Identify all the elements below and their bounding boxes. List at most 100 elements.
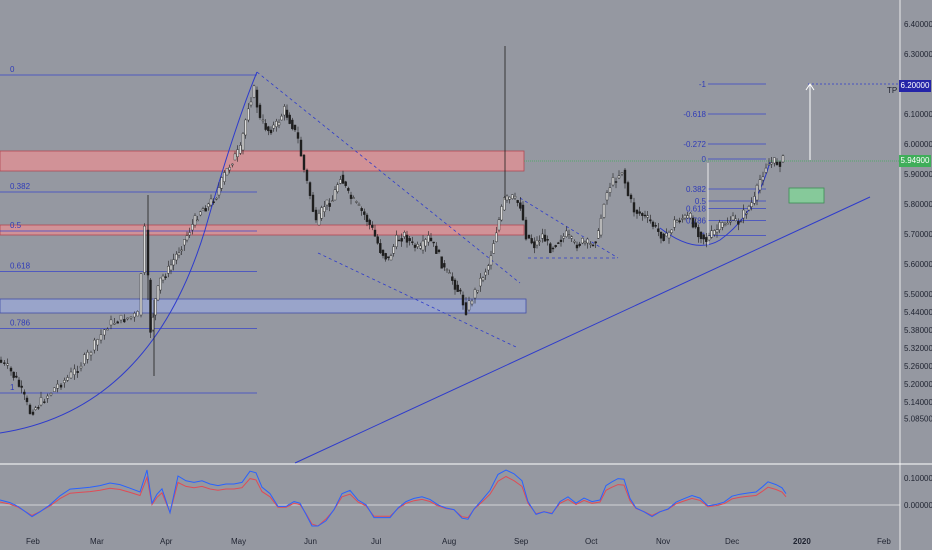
candle-body bbox=[424, 239, 427, 247]
candle-body bbox=[99, 334, 103, 341]
candle-body bbox=[387, 256, 390, 259]
candle-body bbox=[608, 187, 612, 193]
candle-body bbox=[691, 217, 695, 228]
candle-body bbox=[249, 101, 253, 106]
candle-body bbox=[28, 404, 32, 414]
descending-channel-upper[interactable] bbox=[256, 71, 521, 284]
time-tick-label: Aug bbox=[442, 537, 456, 546]
candle-body bbox=[43, 401, 46, 403]
candle-body bbox=[79, 365, 83, 369]
candle-body bbox=[758, 179, 762, 191]
candle-body bbox=[333, 189, 337, 201]
candle-body bbox=[487, 265, 490, 271]
fib-level-label: 0.382 bbox=[10, 182, 31, 191]
candle-body bbox=[705, 237, 708, 242]
parabolic-curve-left[interactable] bbox=[0, 71, 258, 434]
candle-body bbox=[778, 161, 782, 167]
candle-body bbox=[183, 239, 186, 246]
triangle-upper[interactable] bbox=[519, 197, 619, 259]
price-tick-label: 5.38000 bbox=[904, 326, 932, 335]
candle-body bbox=[149, 279, 152, 333]
candle-body bbox=[143, 225, 146, 273]
candle-body bbox=[89, 352, 93, 356]
target-zone-green[interactable] bbox=[788, 187, 825, 204]
candle-body bbox=[116, 321, 119, 324]
candle-body bbox=[519, 202, 522, 209]
macd-line bbox=[0, 469, 787, 527]
candle-body bbox=[702, 234, 705, 240]
candle-body bbox=[258, 104, 262, 118]
time-tick-label: Mar bbox=[90, 537, 104, 546]
candle-body bbox=[264, 123, 267, 130]
candle-body bbox=[96, 339, 99, 346]
candle-body bbox=[489, 255, 493, 266]
candle-body bbox=[551, 247, 555, 250]
fib-retracement-left[interactable]: 0 0.382 0.5 0.618 0.786 1 bbox=[0, 65, 257, 394]
descending-channel-lower[interactable] bbox=[317, 252, 517, 348]
candle-body bbox=[311, 194, 315, 212]
drawings: TP bbox=[0, 71, 900, 464]
rising-trendline[interactable] bbox=[294, 196, 871, 464]
candle-body bbox=[565, 230, 568, 237]
candle-body bbox=[403, 232, 406, 237]
fib-level-label: 0.618 bbox=[686, 205, 707, 214]
candle-body bbox=[503, 197, 506, 211]
candle-body bbox=[20, 385, 23, 388]
candle-body bbox=[126, 317, 129, 320]
candle-body bbox=[37, 407, 40, 409]
candle-body bbox=[578, 243, 581, 246]
candle-body bbox=[689, 213, 692, 219]
candle-body bbox=[244, 119, 247, 136]
candle-body bbox=[86, 351, 89, 360]
candle-body bbox=[673, 219, 676, 228]
candle-body bbox=[602, 204, 606, 218]
candle-body bbox=[416, 244, 419, 247]
fib-level-label: 0.382 bbox=[686, 185, 707, 194]
candle-body bbox=[451, 276, 454, 281]
candle-body bbox=[384, 253, 387, 260]
candle-body bbox=[103, 329, 106, 336]
candle-body bbox=[193, 215, 197, 226]
candle-body bbox=[554, 245, 557, 248]
candle-body bbox=[659, 231, 663, 239]
candle-body bbox=[629, 194, 633, 200]
support-zone-blue[interactable] bbox=[0, 298, 527, 314]
candle-body bbox=[755, 184, 759, 201]
time-tick-label: Apr bbox=[160, 537, 173, 546]
candle-body bbox=[443, 263, 446, 268]
candle-body bbox=[113, 323, 116, 325]
candle-body bbox=[119, 314, 123, 321]
candle-body bbox=[583, 241, 587, 244]
candle-body bbox=[635, 209, 639, 214]
candle-body bbox=[464, 302, 468, 315]
candle-body bbox=[467, 300, 471, 311]
candle-body bbox=[678, 220, 681, 223]
candle-body bbox=[739, 221, 743, 223]
resistance-zone-upper[interactable] bbox=[0, 150, 525, 172]
candle-body bbox=[381, 249, 385, 256]
candle-body bbox=[533, 241, 536, 249]
candle-body bbox=[336, 184, 339, 192]
candlestick-series[interactable] bbox=[0, 46, 785, 416]
candle-body bbox=[73, 368, 76, 375]
candle-body bbox=[626, 182, 630, 196]
price-tick-label: 5.70000 bbox=[904, 230, 932, 239]
time-axis[interactable]: Feb Mar Apr May Jun Jul Aug Sep Oct Nov Dec 2020 Feb bbox=[26, 537, 891, 546]
candle-body bbox=[400, 238, 403, 242]
candle-body bbox=[742, 209, 745, 219]
candle-body bbox=[432, 241, 435, 244]
resistance-zone-middle[interactable] bbox=[0, 224, 525, 236]
candle-body bbox=[505, 195, 509, 201]
oscillator-panel[interactable]: 0.10000 0.00000 bbox=[0, 469, 932, 527]
candle-body bbox=[675, 220, 679, 223]
candle-body bbox=[683, 215, 687, 219]
candle-body bbox=[56, 383, 59, 389]
candle-body bbox=[261, 119, 265, 122]
candle-body bbox=[220, 177, 223, 189]
candle-body bbox=[272, 124, 275, 129]
candle-body bbox=[562, 236, 565, 239]
candle-body bbox=[453, 279, 457, 290]
